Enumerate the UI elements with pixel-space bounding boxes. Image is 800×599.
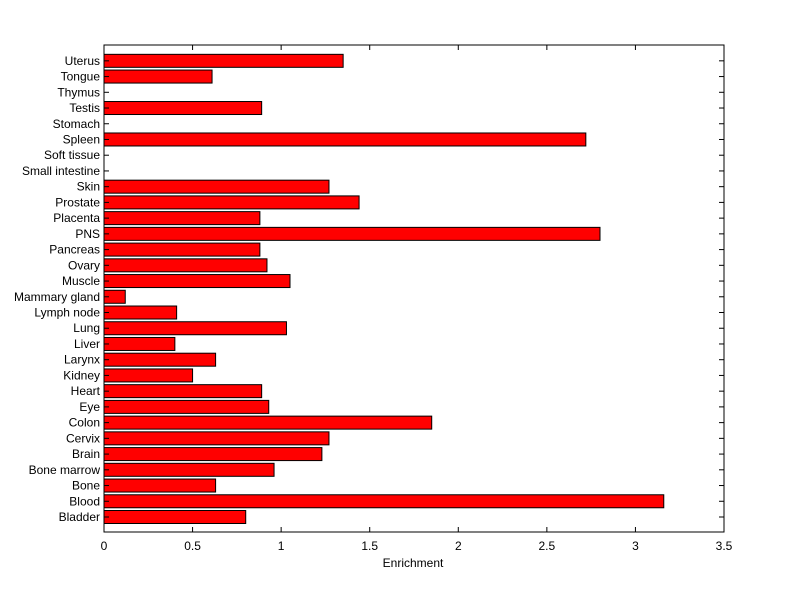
y-tick-label: Lung (73, 321, 100, 335)
y-tick-label: Bone marrow (29, 463, 101, 477)
bar-lung (103, 321, 287, 336)
y-tick-label: Uterus (65, 54, 100, 68)
bar-heart (103, 384, 263, 399)
y-tick-label: Skin (77, 180, 100, 194)
x-tick-label: 1.5 (361, 539, 378, 553)
plot-frame (103, 44, 725, 533)
x-tick-label: 0.5 (184, 539, 201, 553)
y-tick-label: Brain (72, 447, 100, 461)
bar-bladder (103, 510, 247, 524)
x-tick-label: 1 (278, 539, 285, 553)
y-tick-label: Bladder (59, 510, 100, 524)
y-tick-label: Mammary gland (14, 290, 100, 304)
y-tick-label: Larynx (64, 353, 100, 367)
x-ticks-group: 0 0.5 1 1.5 2 2.5 3 3.5 (101, 45, 733, 553)
y-tick-label: Prostate (55, 195, 100, 209)
bar-tongue (103, 69, 213, 84)
y-tick-label: Pancreas (49, 243, 100, 257)
bar-eye (103, 399, 270, 414)
bar-bone-marrow (103, 462, 275, 477)
bar-pancreas (103, 242, 261, 257)
y-tick-label: Bone (72, 479, 100, 493)
bar-prostate (103, 195, 360, 210)
x-tick-label: 3 (632, 539, 639, 553)
y-tick-label: Kidney (63, 368, 100, 382)
y-tick-label: PNS (75, 227, 100, 241)
y-tick-label: Small intestine (22, 164, 100, 178)
bar-muscle (103, 274, 291, 289)
bar-testis (103, 101, 263, 116)
y-tick-label: Heart (71, 384, 101, 398)
y-tick-label: Ovary (68, 258, 100, 272)
bar-lymph-node (103, 305, 178, 320)
bar-pns (103, 226, 601, 241)
y-tick-label: Muscle (62, 274, 100, 288)
bar-blood (103, 494, 665, 509)
y-tick-label: Colon (69, 416, 100, 430)
y-tick-label: Thymus (57, 85, 100, 99)
bar-cervix (103, 431, 330, 446)
x-tick-label: 0 (101, 539, 108, 553)
x-axis-title: Enrichment (383, 556, 444, 570)
x-tick-label: 2 (455, 539, 462, 553)
bar-colon (103, 415, 433, 430)
y-tick-label: Liver (74, 337, 100, 351)
bar-skin (103, 179, 330, 194)
y-tick-label: Spleen (63, 132, 100, 146)
bar-spleen (103, 132, 587, 147)
bar-bone (103, 478, 217, 493)
y-tick-label: Soft tissue (44, 148, 100, 162)
bar-uterus (103, 53, 344, 68)
bar-placenta (103, 211, 261, 226)
bar-brain (103, 447, 323, 462)
y-tick-label: Lymph node (34, 306, 100, 320)
x-tick-label: 2.5 (539, 539, 556, 553)
bar-kidney (103, 368, 194, 383)
x-tick-label: 3.5 (716, 539, 733, 553)
y-tick-label: Placenta (53, 211, 100, 225)
y-tick-label: Cervix (66, 431, 100, 445)
y-tick-label: Testis (69, 101, 100, 115)
bar-ovary (103, 258, 268, 273)
y-tick-label: Stomach (53, 117, 100, 131)
y-tick-label: Tongue (61, 70, 101, 84)
bar-larynx (103, 352, 217, 367)
y-tick-label: Blood (69, 494, 100, 508)
y-tick-label: Eye (79, 400, 100, 414)
bar-liver (103, 336, 176, 351)
